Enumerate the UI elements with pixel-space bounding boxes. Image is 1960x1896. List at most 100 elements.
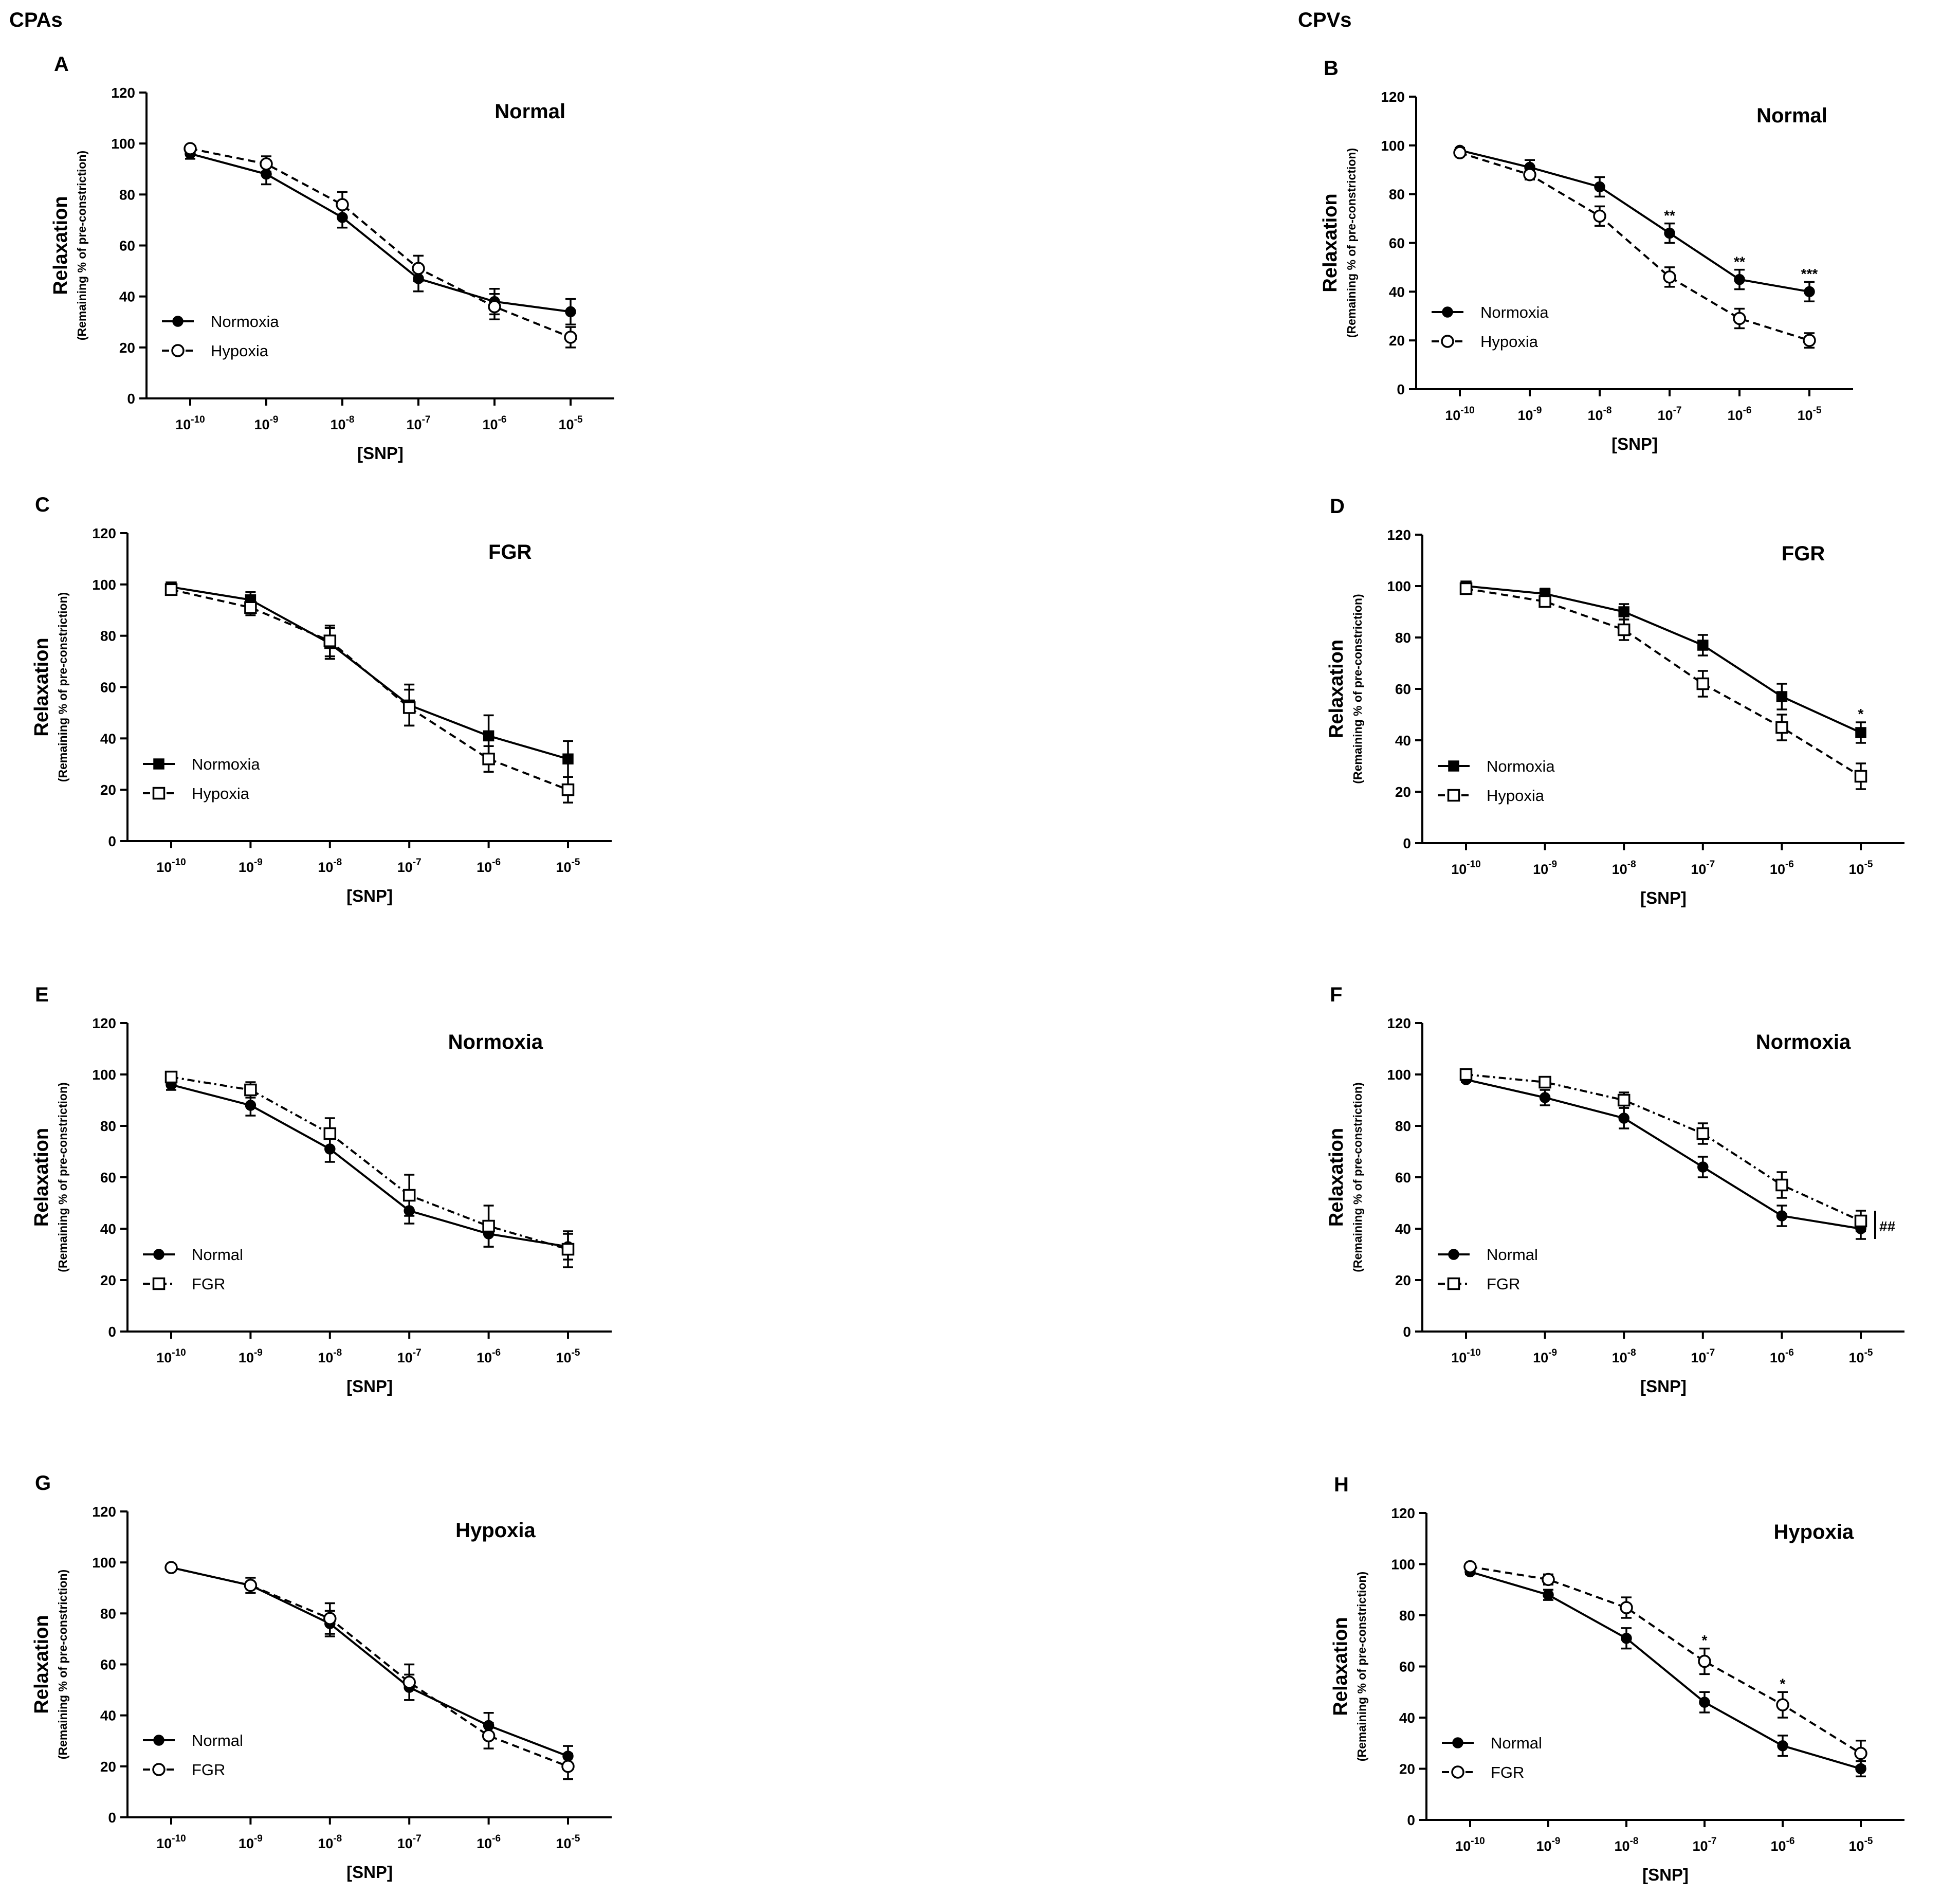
x-tick-label: 10-7: [397, 1833, 422, 1851]
series-normoxia: [1460, 580, 1866, 744]
data-point: [1593, 209, 1606, 223]
y-tick-label: 20: [1395, 1272, 1411, 1288]
data-point: [1854, 1746, 1867, 1760]
series-line: [1470, 1565, 1862, 1755]
data-point: [244, 1083, 257, 1097]
y-axis-label: Relaxation: [31, 637, 52, 736]
legend-marker: [152, 1763, 166, 1776]
x-tick-label: 10-9: [1533, 1347, 1557, 1365]
data-point: [1733, 312, 1746, 325]
panels: A 0 20 40 60 80 100 120 10-10 10-9 10-8 10-7 10-6 10-…: [31, 53, 1904, 1884]
y-tick-label: 60: [100, 1170, 116, 1186]
data-point: [561, 1760, 575, 1773]
y-axis-sublabel: (Remaining % of pre-constriction): [1351, 594, 1364, 783]
y-tick-label: 80: [119, 187, 135, 203]
x-tick-label: 10-10: [1451, 1347, 1481, 1365]
data-point: [564, 331, 577, 344]
y-tick-label: 20: [1395, 784, 1411, 800]
legend: Normal FGR: [1442, 1734, 1542, 1781]
x-axis-label: [SNP]: [346, 1863, 393, 1882]
legend-marker: [152, 787, 166, 800]
data-point: [1543, 1589, 1554, 1600]
data-point: [402, 1675, 416, 1689]
y-tick-label: 100: [1381, 138, 1405, 154]
data-point: [1777, 1740, 1788, 1752]
y-tick-label: 120: [92, 1504, 116, 1520]
legend-label: FGR: [192, 1761, 225, 1779]
data-point: [1539, 1092, 1551, 1103]
series-line: [171, 1084, 569, 1248]
y-tick-label: 60: [119, 238, 135, 254]
y-tick-label: 20: [100, 782, 116, 798]
legend-marker: [153, 1249, 164, 1260]
data-point: [323, 634, 337, 647]
x-tick-label: 10-8: [318, 857, 342, 875]
y-tick-label: 60: [1395, 681, 1411, 697]
series-fgr: [1463, 1560, 1867, 1767]
data-point: [1664, 227, 1675, 239]
x-tick-label: 10-8: [1615, 1836, 1639, 1854]
y-tick-label: 0: [1403, 1324, 1411, 1340]
data-point: [561, 1243, 575, 1256]
legend-marker: [1448, 760, 1459, 772]
y-tick-label: 20: [119, 340, 135, 356]
legend-label: Normal: [192, 1246, 243, 1264]
data-point: [1542, 1573, 1555, 1587]
legend-label: Normal: [1487, 1246, 1538, 1264]
series-line: [190, 153, 571, 313]
y-tick-label: 0: [1397, 381, 1405, 397]
chart-title: Normal: [1756, 104, 1827, 127]
series-hypoxia: [184, 142, 577, 349]
y-tick-label: 100: [1391, 1557, 1415, 1573]
x-tick-label: 10-6: [1771, 1836, 1795, 1854]
x-tick-label: 10-6: [1728, 405, 1752, 423]
legend: Normoxia Hypoxia: [162, 313, 279, 360]
legend-label: Hypoxia: [192, 785, 250, 803]
y-tick-label: 80: [100, 628, 116, 644]
panel-letter: B: [1324, 57, 1339, 80]
x-tick-label: 10-8: [1588, 405, 1612, 423]
y-tick-label: 60: [1389, 235, 1405, 251]
x-tick-label: 10-10: [156, 1833, 186, 1851]
y-tick-label: 80: [1395, 630, 1411, 646]
significance-label: ##: [1879, 1218, 1896, 1234]
data-point: [164, 583, 178, 596]
y-tick-label: 0: [108, 1810, 116, 1826]
panel-b: B 0 20 40 60 80 100 120 10-10 10-9 10-8 10-7 10-6 10-…: [1320, 57, 1853, 453]
legend: Normal FGR: [143, 1246, 243, 1293]
data-point: [1697, 640, 1709, 651]
data-point: [1617, 1093, 1631, 1107]
data-point: [482, 1219, 495, 1233]
series-line: [1459, 149, 1810, 293]
x-tick-label: 10-7: [1658, 405, 1682, 423]
x-tick-label: 10-7: [397, 1347, 422, 1365]
y-axis-label: Relaxation: [1330, 1617, 1351, 1716]
significance-label: **: [1734, 253, 1745, 269]
x-tick-label: 10-9: [1518, 405, 1542, 423]
data-point: [482, 753, 495, 765]
y-axis-sublabel: (Remaining % of pre-constriction): [1345, 148, 1358, 338]
x-tick-label: 10-10: [156, 857, 186, 875]
y-tick-label: 80: [1399, 1608, 1415, 1624]
panel-h: H 0 20 40 60 80 100 120 10-10 10-9 10-8 10-7 10-6 10-…: [1330, 1473, 1904, 1884]
x-tick-label: 10-6: [477, 857, 501, 875]
data-point: [562, 753, 574, 765]
x-tick-label: 10-10: [1451, 859, 1481, 877]
y-tick-label: 20: [100, 1272, 116, 1288]
x-tick-label: 10-8: [318, 1347, 342, 1365]
chart-title: FGR: [488, 541, 532, 563]
series-fgr: [1459, 1068, 1867, 1232]
data-point: [488, 300, 501, 314]
series-line: [1466, 585, 1861, 734]
panel-letter: F: [1330, 983, 1342, 1006]
y-tick-label: 0: [1407, 1812, 1415, 1828]
series-line: [171, 1566, 569, 1757]
y-axis-sublabel: (Remaining % of pre-constriction): [56, 1570, 69, 1759]
chart-title: Normal: [494, 100, 565, 123]
x-tick-label: 10-9: [254, 414, 279, 432]
x-tick-label: 10-6: [477, 1347, 501, 1365]
series-line: [190, 148, 571, 338]
x-tick-label: 10-9: [1533, 859, 1557, 877]
x-axis-label: [SNP]: [346, 1377, 393, 1396]
legend-marker: [153, 758, 164, 770]
